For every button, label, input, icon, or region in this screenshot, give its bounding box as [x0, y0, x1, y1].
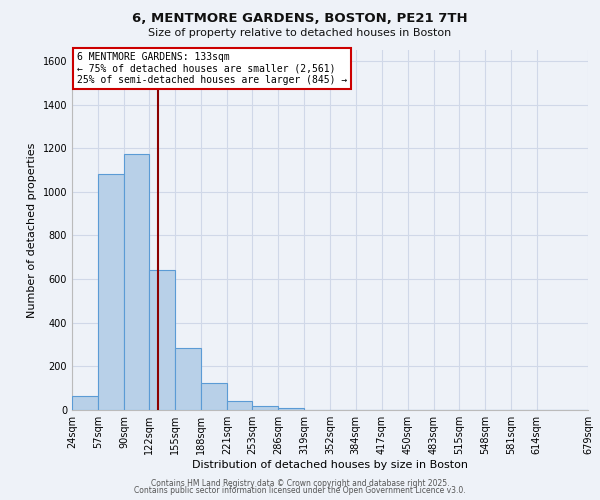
Bar: [175, 348, 201, 410]
Text: 6 MENTMORE GARDENS: 133sqm
← 75% of detached houses are smaller (2,561)
25% of s: 6 MENTMORE GARDENS: 133sqm ← 75% of deta…: [77, 52, 347, 85]
Bar: [227, 401, 253, 410]
Y-axis label: Number of detached properties: Number of detached properties: [27, 142, 37, 318]
Text: Contains HM Land Registry data © Crown copyright and database right 2025.: Contains HM Land Registry data © Crown c…: [151, 478, 449, 488]
Bar: [98, 174, 124, 410]
Bar: [201, 382, 227, 410]
Text: Contains public sector information licensed under the Open Government Licence v3: Contains public sector information licen…: [134, 486, 466, 495]
Bar: [253, 406, 278, 410]
Text: Size of property relative to detached houses in Boston: Size of property relative to detached ho…: [148, 28, 452, 38]
Bar: [278, 408, 304, 410]
Bar: [72, 396, 98, 410]
Bar: [149, 270, 175, 410]
Text: 6, MENTMORE GARDENS, BOSTON, PE21 7TH: 6, MENTMORE GARDENS, BOSTON, PE21 7TH: [132, 12, 468, 26]
Bar: [124, 154, 149, 410]
X-axis label: Distribution of detached houses by size in Boston: Distribution of detached houses by size …: [192, 460, 468, 470]
